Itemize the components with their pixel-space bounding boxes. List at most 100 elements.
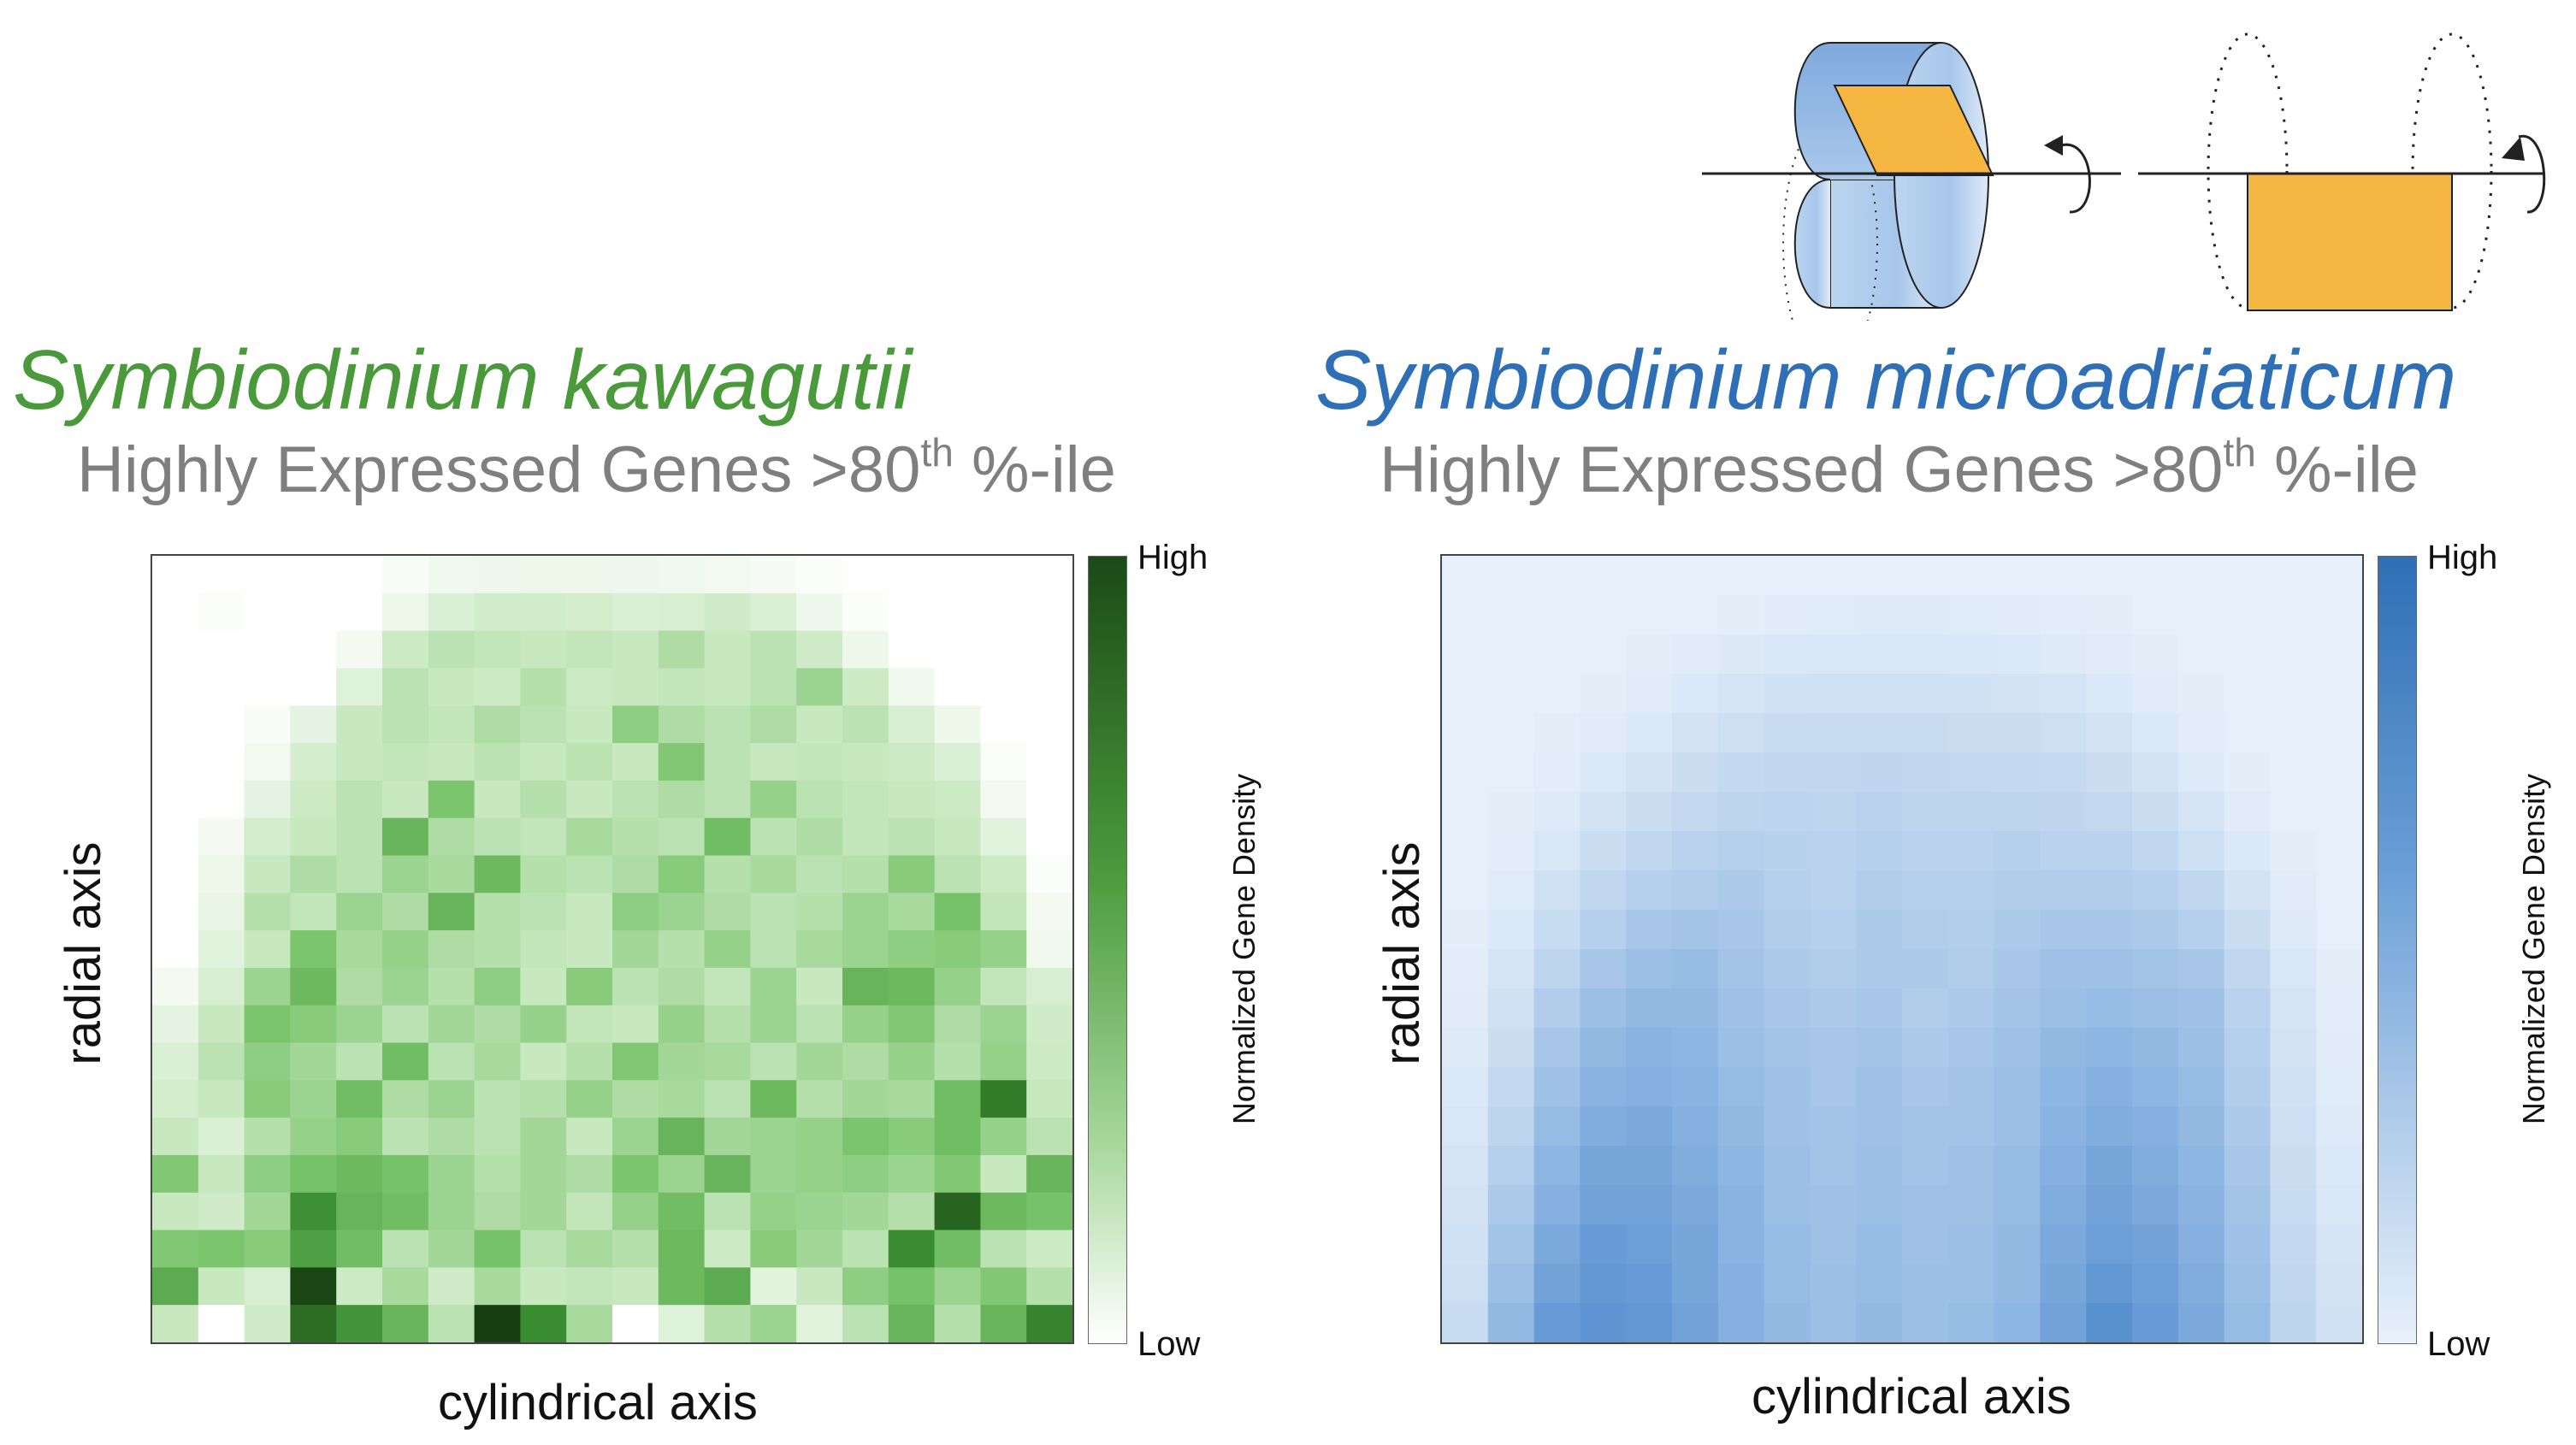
heatmap-cell [520,1230,567,1268]
heatmap-cell [980,855,1027,894]
heatmap-cell [934,855,981,894]
heatmap-cell [1994,792,2041,832]
heatmap-cell [1856,634,1903,675]
heatmap-cell [750,1267,797,1306]
heatmap-cell [290,930,337,969]
heatmap-cell [1487,831,1535,871]
heatmap-cell [888,1080,936,1118]
heatmap-cell [1902,674,1949,714]
heatmap-cell [198,593,245,632]
heatmap-cell [842,817,889,857]
heatmap-cell [934,1042,981,1081]
heatmap-cell [1856,556,1903,596]
heatmap-cell [2224,713,2271,753]
heatmap-cell [1626,1224,1673,1265]
heatmap-cell [382,893,429,931]
heatmap-cell [658,1267,706,1306]
heatmap-cell [612,780,659,819]
heatmap-cell [2224,988,2271,1029]
heatmap-cell [842,705,889,744]
heatmap-cell [1026,593,1072,632]
heatmap-cell [2040,1185,2087,1225]
heatmap-cell [704,1154,751,1194]
heatmap-cell [1672,1224,1719,1265]
heatmap-cell [1533,1224,1580,1265]
heatmap-cell [2224,1028,2271,1068]
heatmap-cell [2132,792,2179,832]
heatmap-cell [474,705,521,744]
heatmap-cell [2224,674,2271,714]
heatmap-cell [1580,1146,1627,1186]
heatmap-cell [244,855,291,894]
heatmap-cell [1442,792,1489,832]
heatmap-cell [704,705,751,744]
right-subtitle-text: Highly Expressed Genes >80 [1380,434,2224,506]
heatmap-cell [658,1080,706,1118]
heatmap-cell [980,893,1027,931]
heatmap-cell [198,967,245,1006]
heatmap-cell [1856,949,1903,989]
heatmap-cell [1902,1185,1949,1225]
heatmap-cell [1810,1224,1857,1265]
heatmap-cell [704,817,751,857]
heatmap-cell [244,1118,291,1156]
heatmap-cell [520,817,567,857]
heatmap-cell [198,556,245,594]
left-ylabel: radial axis [56,841,111,1065]
heatmap-cell [198,780,245,819]
heatmap-cell [2177,1028,2225,1068]
heatmap-cell [842,1267,889,1306]
heatmap-cell [382,1305,429,1342]
heatmap-cell [1947,988,1995,1029]
heatmap-cell [428,893,476,931]
heatmap-cell [1626,595,1673,635]
heatmap-cell [336,893,383,931]
heatmap-cell [428,705,476,744]
heatmap-cell [198,1042,245,1081]
heatmap-cell [1580,1106,1627,1147]
heatmap-cell [1672,713,1719,753]
heatmap-cell [888,668,936,706]
heatmap-cell [474,1118,521,1156]
heatmap-cell [2086,1146,2133,1186]
heatmap-cell [474,780,521,819]
heatmap-cell [152,1042,199,1081]
heatmap-cell [152,1230,199,1268]
heatmap-cell [658,1230,706,1268]
heatmap-cell [1672,595,1719,635]
heatmap-cell [2040,752,2087,793]
heatmap-cell [750,1080,797,1118]
heatmap-cell [1487,1224,1535,1265]
heatmap-cell [2270,1224,2317,1265]
heatmap-cell [2132,831,2179,871]
heatmap-cell [2270,1028,2317,1068]
heatmap-cell [888,1305,936,1342]
heatmap-cell [658,1305,706,1342]
heatmap-cell [1717,792,1765,832]
heatmap-cell [934,1118,981,1156]
heatmap-cell [1856,1146,1903,1186]
heatmap-cell [934,1305,981,1342]
heatmap-cell [1810,870,1857,911]
heatmap-cell [1902,713,1949,753]
heatmap-cell [336,967,383,1006]
heatmap-cell [566,1192,613,1231]
heatmap-cell [842,1154,889,1194]
heatmap-cell [1947,792,1995,832]
heatmap-cell [152,967,199,1006]
heatmap-cell [842,630,889,669]
heatmap-cell [1764,988,1811,1029]
heatmap-cell [382,556,429,594]
heatmap-cell [566,1042,613,1081]
heatmap-cell [152,556,199,594]
heatmap-cell [612,817,659,857]
heatmap-cell [520,1192,567,1231]
heatmap-cell [520,668,567,706]
heatmap-cell [1626,634,1673,675]
heatmap-cell [566,855,613,894]
heatmap-cell [2270,949,2317,989]
heatmap-cell [2086,1303,2133,1342]
heatmap-cell [336,1305,383,1342]
heatmap-cell [2132,1067,2179,1107]
heatmap-cell [1764,1264,1811,1304]
